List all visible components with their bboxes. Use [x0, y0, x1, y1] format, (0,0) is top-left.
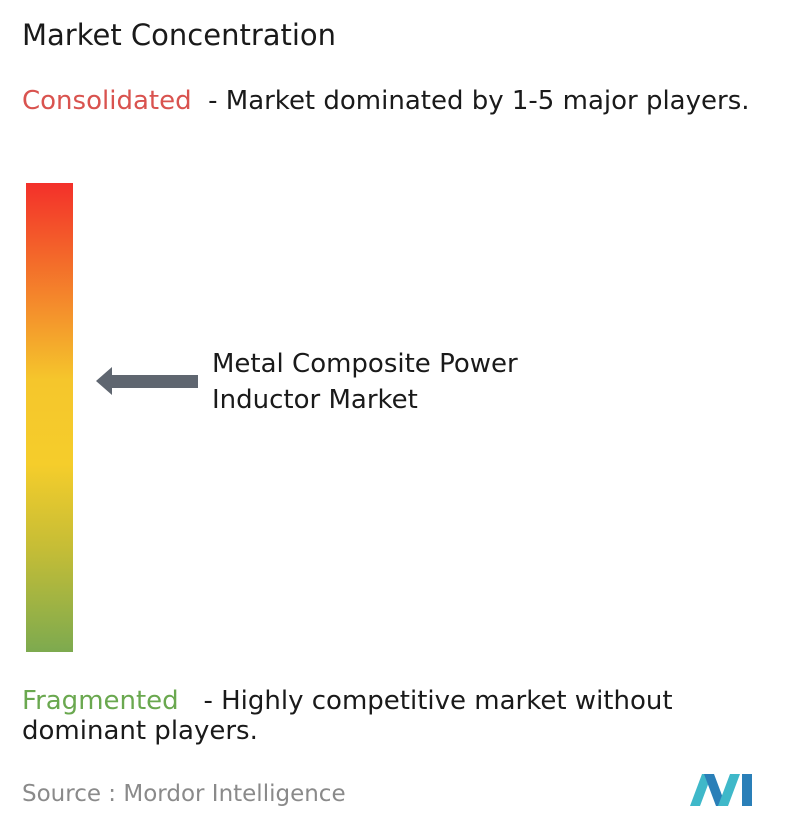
logo-part: [742, 774, 752, 806]
consolidated-row: Consolidated - Market dominated by 1-5 m…: [22, 86, 762, 116]
arrow: [96, 367, 198, 395]
logo-part: [718, 774, 740, 806]
consolidated-label: Consolidated: [22, 86, 192, 116]
logo: [690, 774, 752, 806]
fragmented-description: - Highly competitive market without domi…: [22, 686, 673, 746]
title: Market Concentration: [22, 18, 337, 52]
fragmented-row: Fragmented - Highly competitive market w…: [22, 686, 792, 746]
source: Source : Mordor Intelligence: [22, 781, 346, 807]
fragmented-label: Fragmented: [22, 686, 179, 716]
source-prefix: Source :: [22, 781, 117, 807]
source-name: Mordor Intelligence: [123, 781, 346, 807]
concentration-gradient: [26, 183, 73, 652]
market-label: Metal Composite Power Inductor Market: [212, 349, 518, 415]
logo-part: [704, 774, 726, 806]
consolidated-description: - Market dominated by 1-5 major players.: [208, 86, 750, 116]
arrow-shape: [96, 367, 198, 395]
logo-part: [690, 774, 712, 806]
